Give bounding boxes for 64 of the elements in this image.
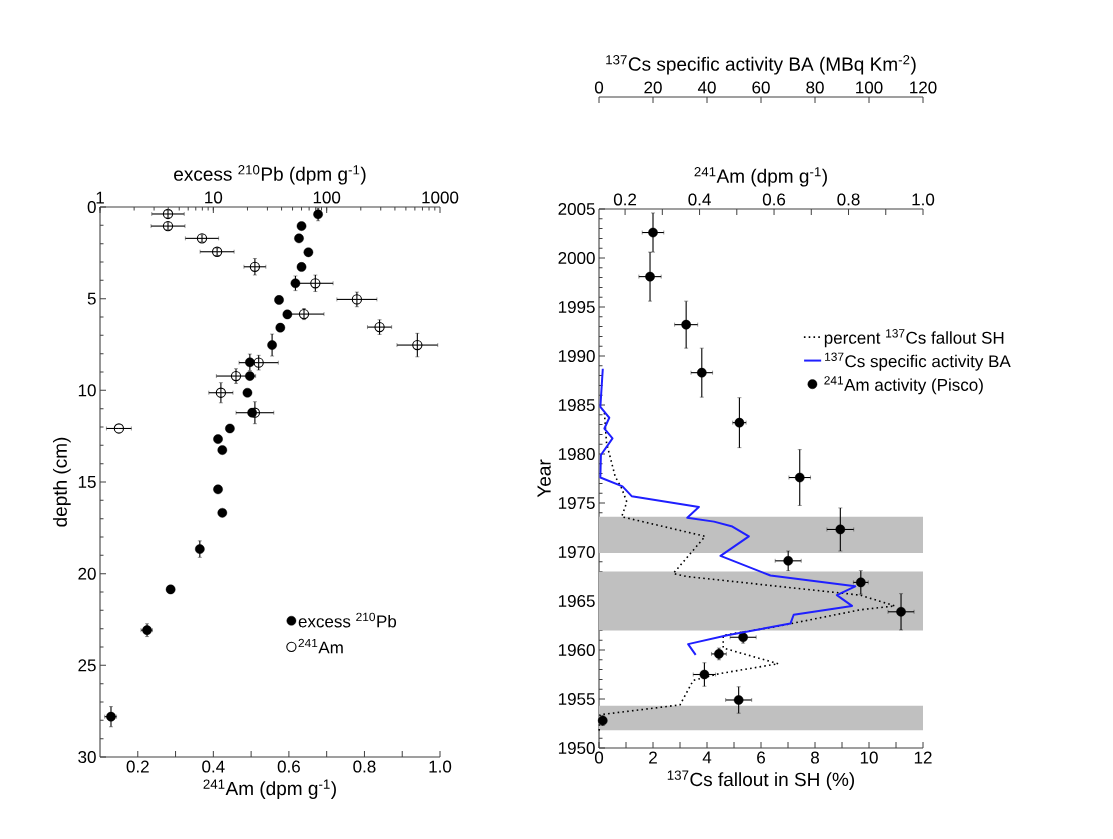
x2-tick-label: 1 bbox=[96, 191, 104, 204]
y-tick-label: 1975 bbox=[558, 496, 595, 510]
x2-tick-label: 10 bbox=[205, 191, 223, 204]
y-tick-label: 1980 bbox=[558, 447, 595, 461]
y-tick-label: 15 bbox=[78, 476, 96, 488]
x-tick-label: 4 bbox=[702, 751, 712, 764]
y-tick-label: 1955 bbox=[558, 692, 595, 706]
x-tick-label: 60 bbox=[752, 81, 770, 94]
legend-label: excess $^{210}$Pb bbox=[298, 612, 397, 628]
y-axis-title: Year bbox=[537, 459, 551, 498]
y-tick-label: 25 bbox=[78, 659, 96, 672]
y-axis-title: depth (cm) bbox=[52, 437, 71, 527]
legend-label: percent $^{137}$Cs fallout SH bbox=[824, 329, 1004, 348]
x-axis-title: $^{137}$Cs specific activity BA (MBq Km$^{-2}$) bbox=[606, 55, 916, 75]
x-tick-label: 40 bbox=[697, 81, 716, 94]
x2-tick-label: 0.2 bbox=[613, 193, 637, 206]
y-tick-label: 30 bbox=[78, 751, 96, 764]
x-axis-title: $^{241}$Am (dpm g$^{-1}$) bbox=[203, 779, 336, 799]
y-tick-label: 1950 bbox=[558, 741, 595, 755]
x2-tick-label: 0.8 bbox=[837, 193, 860, 206]
x-tick-label: 120 bbox=[910, 81, 937, 94]
x2-axis-title: excess $^{210}$Pb (dpm g$^{-1}$) bbox=[174, 165, 366, 185]
x2-tick-label: 0.6 bbox=[762, 193, 786, 206]
x-tick-label: 0.6 bbox=[277, 760, 300, 773]
x2-tick-label: 100 bbox=[313, 191, 341, 204]
x-tick-label: 8 bbox=[811, 751, 819, 764]
x-tick-label: 0.8 bbox=[353, 760, 376, 773]
x-tick-label: 0 bbox=[594, 751, 604, 764]
x-tick-label: 0.2 bbox=[126, 760, 149, 773]
y-tick-label: 10 bbox=[78, 384, 96, 397]
y-tick-label: 1990 bbox=[558, 349, 595, 363]
y-tick-label: 5 bbox=[87, 292, 96, 305]
point bbox=[215, 387, 227, 398]
legend-label: $^{137}$Cs specific activity BA bbox=[825, 352, 1011, 371]
x-tick-label: 6 bbox=[757, 751, 765, 764]
x2-axis-title: $^{241}$Am (dpm g$^{-1}$) bbox=[694, 167, 827, 187]
y-tick-label: 2000 bbox=[558, 251, 595, 265]
point bbox=[412, 339, 423, 351]
y-tick-label: 1960 bbox=[558, 643, 595, 657]
x-tick-label: 20 bbox=[644, 81, 662, 94]
x-tick-label: 80 bbox=[806, 81, 824, 94]
y-tick-label: 1970 bbox=[558, 545, 595, 559]
x-tick-label: 0.4 bbox=[202, 760, 225, 773]
legend-label: $^{241}$Am bbox=[298, 638, 343, 654]
x-tick-label: 0 bbox=[594, 81, 604, 94]
x-tick-label: 100 bbox=[856, 81, 883, 94]
y-tick-label: 1985 bbox=[558, 398, 595, 412]
x-tick-label: 10 bbox=[860, 751, 878, 764]
y-tick-label: 1995 bbox=[558, 300, 595, 314]
x-tick-label: 1.0 bbox=[429, 760, 452, 773]
x2-tick-label: 1.0 bbox=[912, 193, 935, 206]
x2-tick-label: 1000 bbox=[422, 191, 459, 204]
y-tick-label: 1965 bbox=[558, 594, 595, 608]
point bbox=[113, 423, 125, 434]
point bbox=[249, 261, 261, 272]
y-tick-label: 20 bbox=[78, 567, 96, 580]
y-tick-label: 0 bbox=[87, 200, 96, 214]
x-axis-title: $^{137}$Cs fallout in SH (%) bbox=[667, 770, 855, 790]
x2-tick-label: 0.4 bbox=[688, 193, 711, 206]
legend-label: $^{241}$Am activity (Pisco) bbox=[824, 376, 983, 395]
x-tick-label: 12 bbox=[914, 751, 932, 764]
y-tick-label: 2005 bbox=[558, 202, 595, 216]
x-tick-label: 2 bbox=[649, 751, 657, 764]
point bbox=[310, 278, 321, 289]
